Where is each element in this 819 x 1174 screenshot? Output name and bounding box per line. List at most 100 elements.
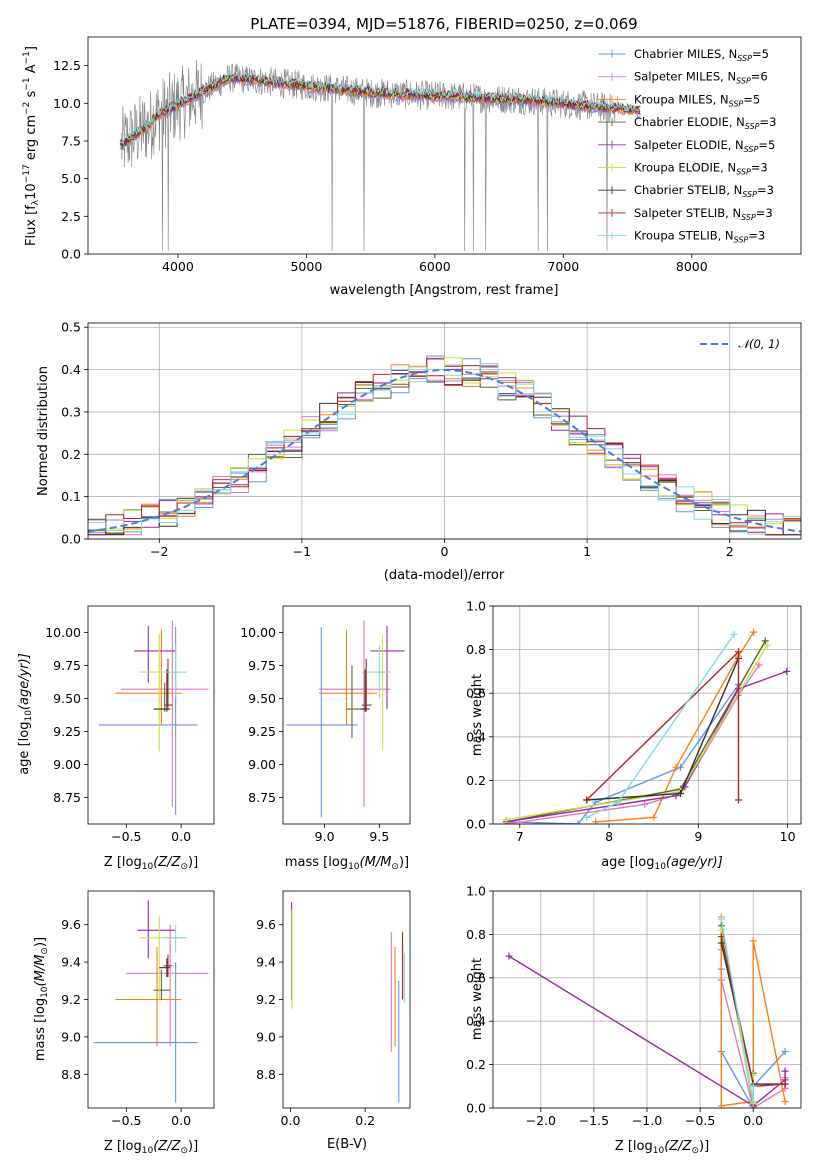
spectrum-legend: Chabrier MILES, NSSP=5 Salpeter MILES, NS… (598, 47, 776, 245)
y-tick-label: 9.4 (256, 955, 276, 970)
y-tick-label: 0.4 (61, 362, 81, 377)
weight-line (506, 664, 760, 824)
spectrum-model-line (119, 75, 641, 150)
y-tick-label: 0.6 (466, 686, 486, 701)
weight-point-marker (717, 1102, 725, 1108)
x-tick-label: 9 (694, 829, 702, 844)
y-tick-label: 0.6 (466, 970, 486, 985)
weight-line (720, 919, 754, 1102)
residual-histogram-plot: −2 −1 0 1 2 0.0 0.1 0.2 0.3 0.4 0.5 𝒩(0, 1) (61, 320, 802, 559)
y-tick-label: 9.75 (248, 658, 276, 673)
y-tick-label: 0.8 (466, 642, 486, 657)
x-tick-label: −0.5 (111, 829, 141, 844)
weight-point-marker (717, 915, 725, 923)
weight-point-marker (781, 1080, 789, 1088)
x-tick-label: 7000 (547, 259, 579, 274)
p3-ylabel: age [log10(age/yr)] (17, 653, 34, 775)
y-tick-label: 0.0 (61, 532, 81, 547)
y-tick-label: 10.00 (240, 625, 276, 640)
grid-lines (493, 605, 801, 825)
weight-point-marker (735, 796, 743, 804)
x-tick-label: 1 (583, 544, 591, 559)
y-tick-label: 10.00 (45, 625, 81, 640)
weight-point-marker (755, 661, 763, 669)
spectrum-plot: 4000 5000 6000 7000 8000 0.0 2.5 5.0 7.5 10.0 12.5… (53, 36, 802, 274)
plot-marks (119, 59, 641, 252)
y-tick-label: 9.2 (256, 992, 276, 1007)
p6-ylabel: mass [log10(M/M⊙)] (33, 937, 50, 1061)
y-tick-label: 9.50 (248, 691, 276, 706)
y-tick-label: 9.75 (53, 658, 81, 673)
legend-label: Chabrier ELODIE, NSSP=3 (634, 115, 776, 131)
weight-point-marker (749, 1082, 757, 1090)
weight-line (506, 640, 766, 823)
p8-ylabel: mass weight (470, 958, 485, 1040)
y-tick-label: 1.0 (466, 884, 486, 899)
y-tick-label: 0.1 (61, 489, 81, 504)
legend-label: Kroupa MILES, NSSP=5 (634, 92, 760, 108)
x-tick-label: 7 (516, 829, 524, 844)
p5-xlabel: age [log10(age/yr)] (601, 855, 723, 872)
x-tick-label: 9.5 (369, 829, 389, 844)
age-vs-metallicity-plot: −0.5 0.0 8.75 9.00 9.25 9.50 9.75 10.00 (45, 605, 215, 844)
spectrum-model-line (119, 73, 641, 148)
legend-label: Salpeter STELIB, NSSP=3 (634, 206, 773, 222)
x-tick-label: −0.5 (685, 1113, 715, 1128)
weight-point-marker (781, 1097, 789, 1105)
plot-marks (286, 620, 405, 818)
y-tick-label: 0.2 (61, 447, 81, 462)
weight-line (506, 670, 787, 823)
x-tick-label: 6000 (419, 259, 451, 274)
weight-point-marker (505, 952, 513, 960)
x-tick-label: −1.0 (632, 1113, 662, 1128)
y-tick-label: 0.3 (61, 404, 81, 419)
y-tick-label: 0.2 (466, 773, 486, 788)
x-tick-label: 10 (780, 829, 796, 844)
y-tick-label: 8.75 (248, 790, 276, 805)
y-tick-label: 0.0 (61, 247, 81, 262)
weight-point-marker (650, 813, 658, 821)
axes-frame (492, 890, 802, 1109)
y-tick-label: 0.5 (61, 320, 81, 335)
x-tick-label: 0.0 (743, 1113, 763, 1128)
y-tick-label: 9.50 (53, 691, 81, 706)
axes-frame (87, 605, 215, 825)
p8-xlabel: Z [log10(Z/Z⊙)] (615, 1139, 709, 1156)
weight-point-marker (730, 630, 738, 638)
y-tick-label: 0.4 (466, 1014, 486, 1029)
weight-point-marker (676, 789, 684, 797)
y-tick-label: 9.4 (61, 955, 81, 970)
weight-line (508, 955, 786, 1107)
weight-point-marker (781, 1067, 789, 1075)
y-tick-label: 12.5 (53, 58, 81, 73)
legend-label: Chabrier STELIB, NSSP=3 (634, 183, 774, 199)
x-tick-label: −2 (150, 544, 168, 559)
x-tick-label: 4000 (162, 259, 194, 274)
p3-xlabel: Z [log10(Z/Z⊙)] (104, 855, 198, 872)
spectrum-model-line (119, 71, 641, 146)
weight-point-marker (583, 796, 591, 804)
y-tick-label: 0.8 (466, 927, 486, 942)
x-tick-label: 0.0 (281, 1113, 301, 1128)
x-tick-label: 2 (726, 544, 734, 559)
y-tick-label: 9.6 (256, 917, 276, 932)
y-tick-label: 0.0 (466, 817, 486, 832)
mass-weight-vs-age-plot: 7 8 9 10 0.0 0.2 0.4 0.6 0.8 1.0 (466, 599, 802, 844)
x-tick-label: 8 (605, 829, 613, 844)
spectrum-model-line (119, 73, 641, 148)
weight-point-marker (502, 816, 510, 824)
x-tick-label: 8000 (676, 259, 708, 274)
axes-frame (87, 890, 215, 1109)
x-tick-label: −1 (293, 544, 311, 559)
y-tick-label: 9.25 (248, 724, 276, 739)
weight-point-marker (761, 637, 769, 645)
weight-point-marker (641, 800, 649, 808)
y-tick-label: 9.00 (248, 757, 276, 772)
weight-point-marker (583, 813, 591, 821)
y-tick-label: 9.2 (61, 992, 81, 1007)
weight-point-marker (749, 937, 757, 945)
x-tick-label: −1.5 (579, 1113, 609, 1128)
weight-point-marker (735, 648, 743, 656)
y-tick-label: 0.2 (466, 1057, 486, 1072)
spectrum-ylabel: Flux [fλ10−17 erg cm−2 s−1 A−1] (22, 46, 41, 246)
